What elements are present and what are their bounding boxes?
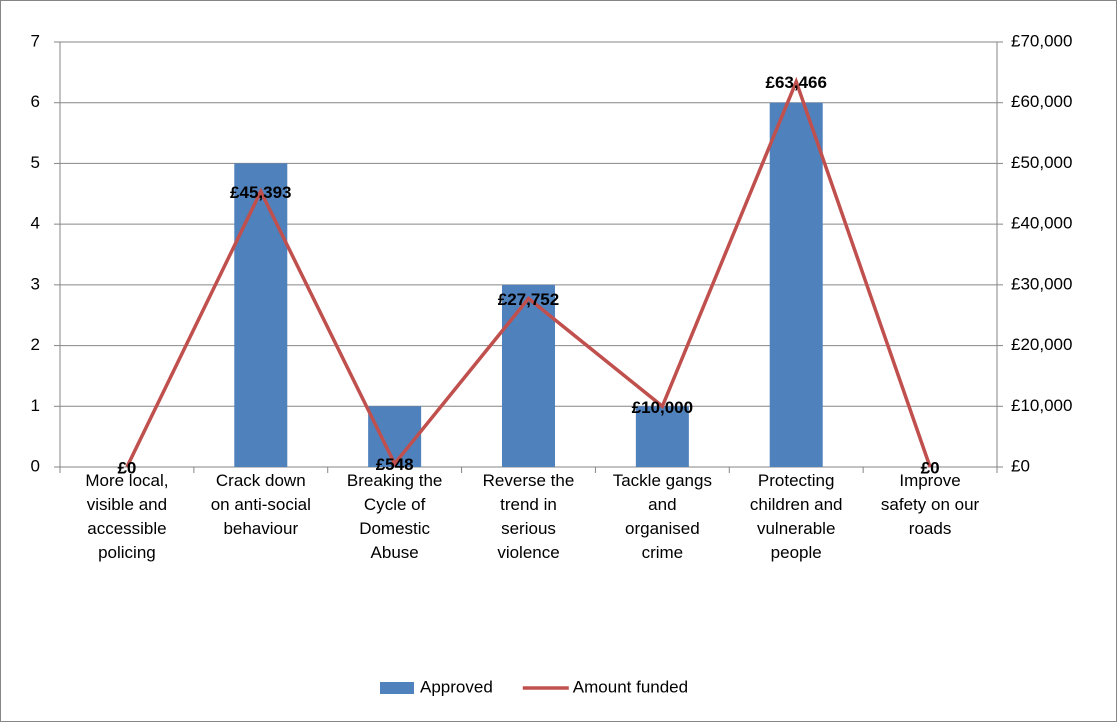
line bbox=[125, 76, 932, 468]
data-label: £63,466 bbox=[765, 73, 826, 92]
bar bbox=[502, 284, 555, 467]
x-tick-label: Protecting children and vulnerable peopl… bbox=[749, 471, 843, 562]
y2-tick-label: £40,000 bbox=[1011, 214, 1072, 233]
legend-swatch bbox=[380, 682, 414, 694]
legend-label: Amount funded bbox=[573, 677, 688, 696]
x-tick-label: Reverse the trend in serious violence bbox=[482, 471, 575, 562]
x-tick-label: Tackle gangs and organised crime bbox=[612, 471, 712, 562]
y2-tick-label: £50,000 bbox=[1011, 153, 1072, 172]
data-label: £27,752 bbox=[498, 290, 559, 309]
bar bbox=[769, 102, 823, 467]
y-tick-label: 0 bbox=[31, 456, 40, 475]
y2-tick-label: £10,000 bbox=[1011, 396, 1072, 415]
data-label: £0 bbox=[921, 458, 940, 477]
x-tick-label: Crack down on anti-social behaviour bbox=[210, 471, 311, 538]
y-tick-label: 5 bbox=[31, 153, 40, 172]
bar bbox=[368, 406, 422, 467]
y2-tick-label: £30,000 bbox=[1011, 274, 1072, 293]
bar bbox=[234, 163, 288, 467]
x-tick-label: More local, visible and accessible polic… bbox=[85, 471, 169, 562]
y-tick-label: 3 bbox=[31, 274, 40, 293]
data-label: £0 bbox=[117, 458, 136, 477]
y2-tick-label: £0 bbox=[1011, 456, 1030, 475]
y-tick-label: 1 bbox=[31, 396, 40, 415]
data-label: £10,000 bbox=[632, 398, 693, 417]
data-label: £548 bbox=[376, 455, 414, 474]
bar bbox=[635, 406, 689, 467]
x-tick-label: Improve safety on our roads bbox=[880, 471, 980, 538]
x-tick-label: Breaking the Cycle of Domestic Abuse bbox=[346, 471, 443, 562]
data-label: £45,393 bbox=[230, 183, 291, 202]
y2-tick-label: £20,000 bbox=[1011, 335, 1072, 354]
y-tick-label: 7 bbox=[31, 31, 40, 50]
y-tick-label: 6 bbox=[31, 92, 40, 111]
y2-tick-label: £70,000 bbox=[1011, 31, 1072, 50]
legend-label: Approved bbox=[420, 677, 493, 696]
y-tick-label: 4 bbox=[31, 214, 40, 233]
y2-tick-label: £60,000 bbox=[1011, 92, 1072, 111]
y-tick-label: 2 bbox=[31, 335, 40, 354]
